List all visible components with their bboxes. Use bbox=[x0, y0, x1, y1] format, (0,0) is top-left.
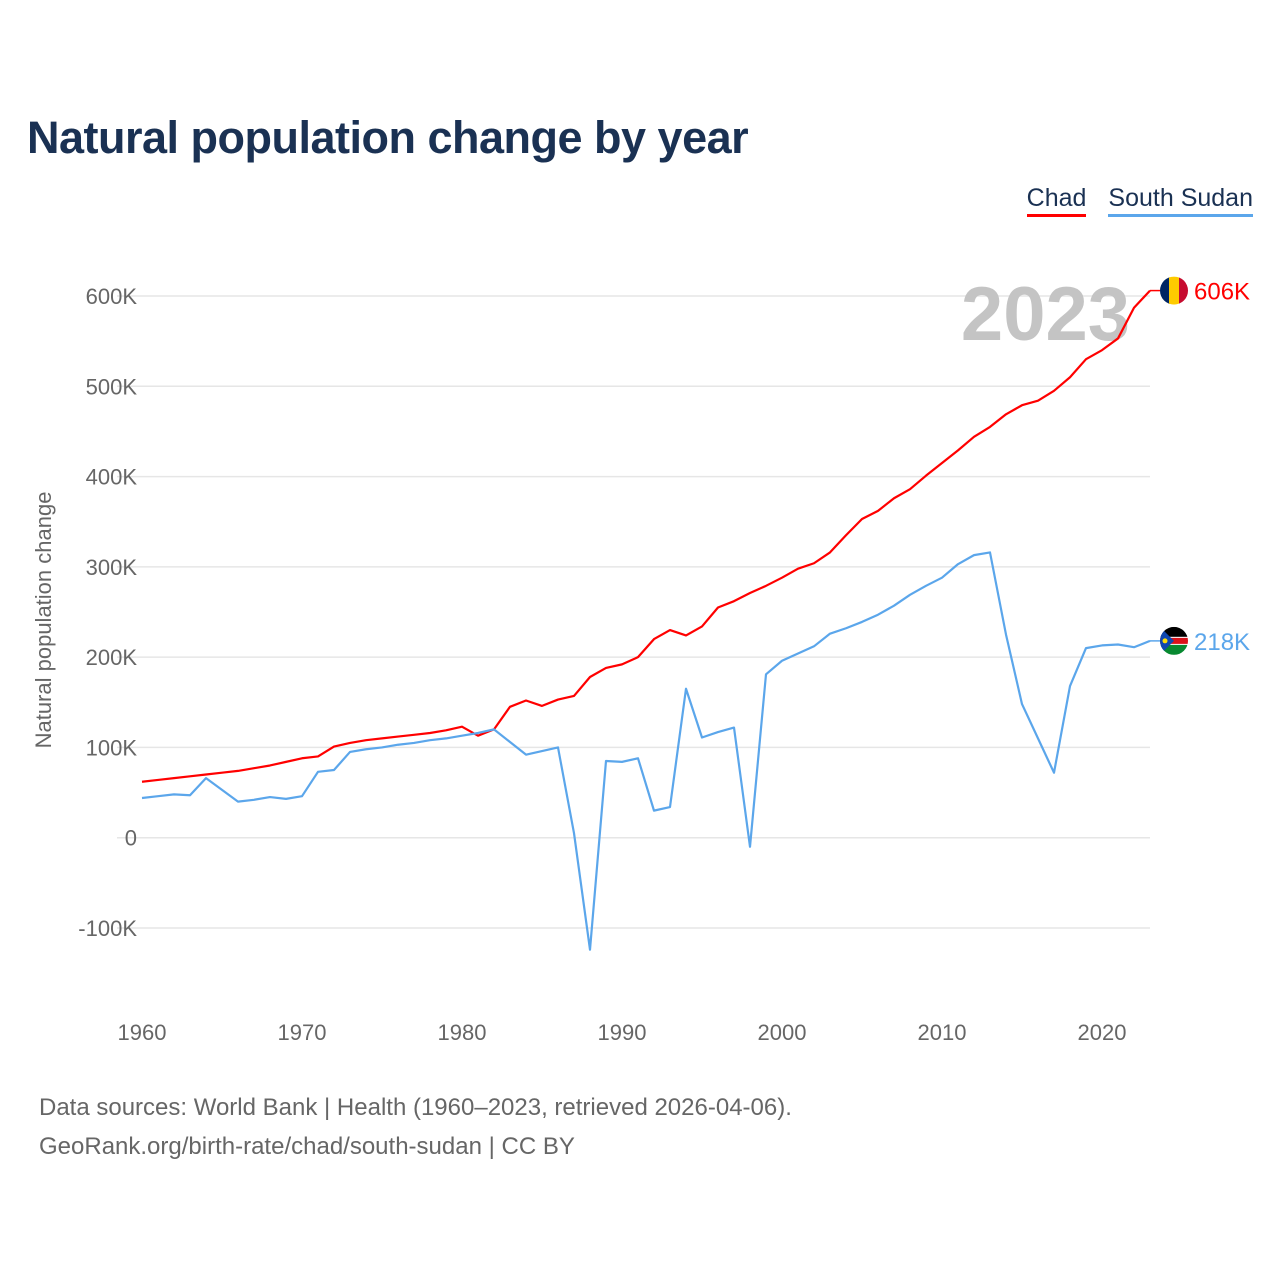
chad-flag-icon bbox=[1160, 276, 1188, 305]
source-line-1: Data sources: World Bank | Health (1960–… bbox=[39, 1094, 792, 1121]
year-watermark: 2023 bbox=[961, 272, 1130, 357]
y-tick-label: 600K bbox=[86, 284, 138, 309]
legend-item-chad[interactable]: Chad bbox=[1026, 184, 1087, 217]
series-line-chad bbox=[141, 289, 1151, 783]
x-tick-label: 1970 bbox=[278, 1020, 327, 1045]
source-note: Data sources: World Bank | Health (1960–… bbox=[39, 1088, 792, 1166]
source-line-2[interactable]: GeoRank.org/birth-rate/chad/south-sudan … bbox=[39, 1133, 575, 1160]
x-tick-label: 1980 bbox=[438, 1020, 487, 1045]
y-tick-label: 400K bbox=[86, 465, 138, 490]
x-tick-label: 2010 bbox=[918, 1020, 967, 1045]
x-tick-label: 1960 bbox=[118, 1020, 167, 1045]
legend: Chad South Sudan bbox=[1026, 184, 1253, 217]
y-tick-label: 100K bbox=[86, 735, 138, 760]
y-tick-label: 200K bbox=[86, 645, 138, 670]
south-sudan-flag-icon bbox=[1160, 626, 1188, 655]
y-axis-label: Natural population change bbox=[31, 492, 56, 749]
x-tick-label: 2000 bbox=[758, 1020, 807, 1045]
end-value-label: 218K bbox=[1194, 629, 1250, 656]
series-line-south-sudan bbox=[141, 551, 1151, 951]
legend-item-south-sudan[interactable]: South Sudan bbox=[1108, 184, 1253, 217]
end-value-label: 606K bbox=[1194, 279, 1250, 306]
y-tick-label: 300K bbox=[86, 555, 138, 580]
x-tick-label: 1990 bbox=[598, 1020, 647, 1045]
y-tick-label: 500K bbox=[86, 374, 138, 399]
chart-title: Natural population change by year bbox=[27, 112, 749, 163]
x-tick-label: 2020 bbox=[1078, 1020, 1127, 1045]
y-tick-label: 0 bbox=[125, 826, 137, 851]
y-tick-label: -100K bbox=[78, 916, 137, 941]
